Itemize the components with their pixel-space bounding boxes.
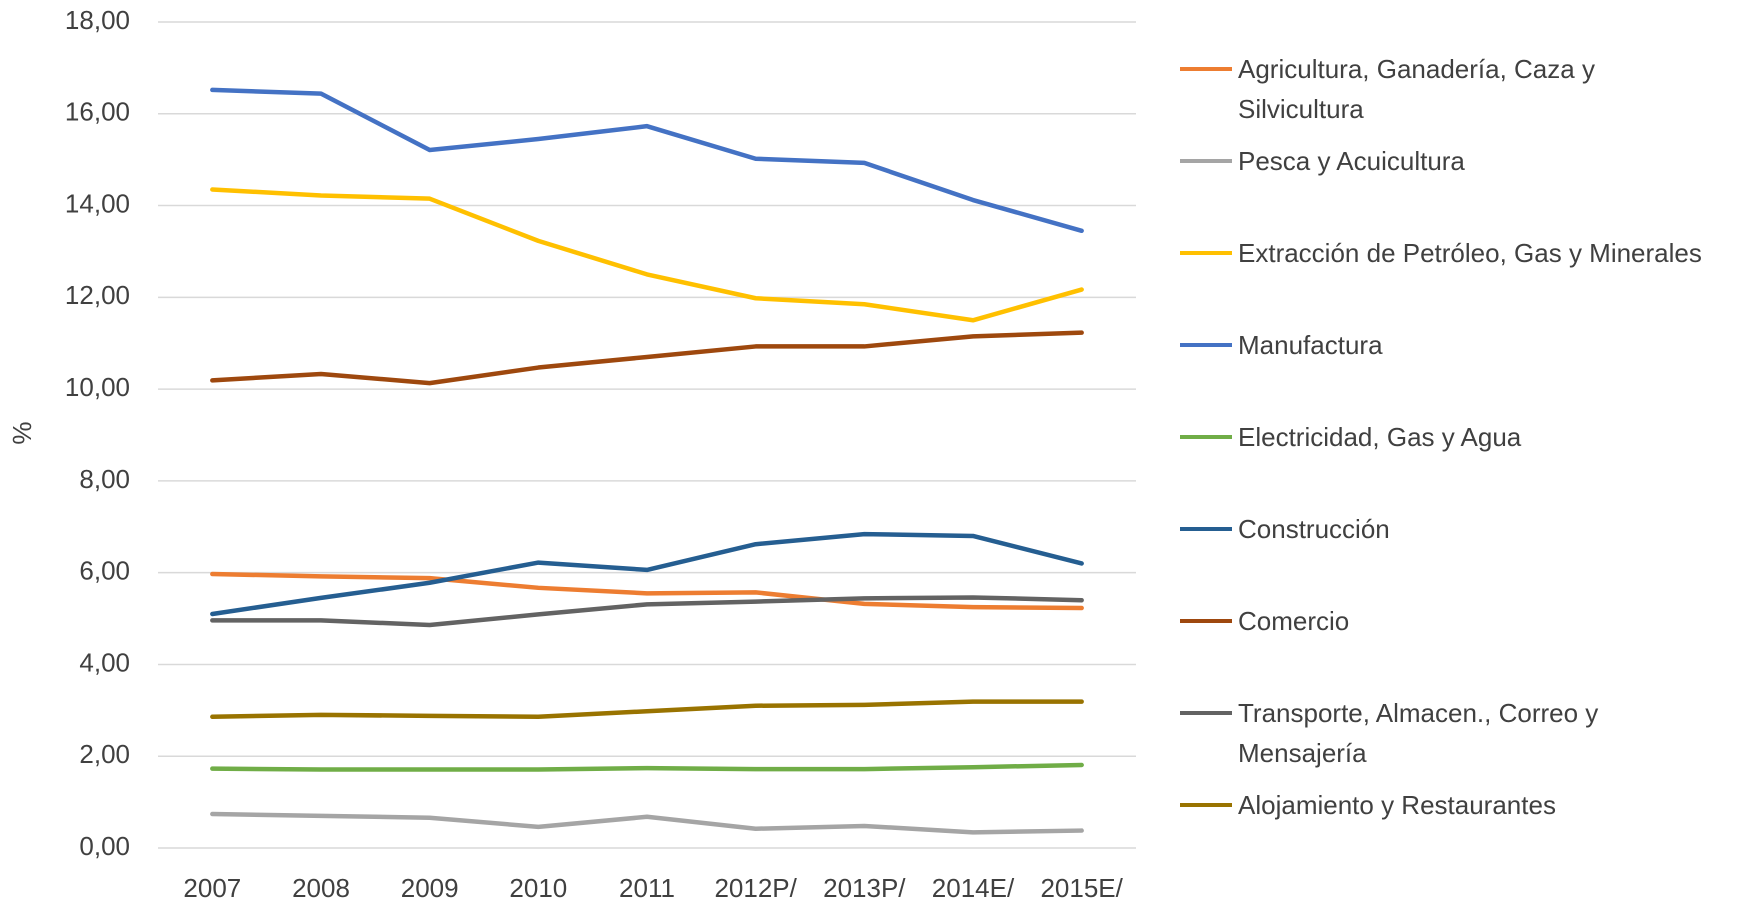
x-tick-label: 2008 — [292, 873, 350, 903]
legend-entry: Alojamiento y Restaurantes — [1180, 785, 1556, 825]
legend-entry: Transporte, Almacen., Correo y Mensajerí… — [1180, 693, 1598, 773]
series-line — [210, 762, 1084, 772]
legend-label: Alojamiento y Restaurantes — [1238, 790, 1556, 820]
legend-swatch — [1180, 435, 1232, 439]
y-axis-label: % — [7, 421, 37, 444]
y-tick-label: 16,00 — [65, 97, 130, 127]
legend-label: Pesca y Acuicultura — [1238, 146, 1465, 176]
series-line — [210, 330, 1084, 386]
legend-entry: Manufactura — [1180, 325, 1383, 365]
legend-swatch — [1180, 67, 1232, 71]
legend-label: Electricidad, Gas y Agua — [1238, 422, 1522, 452]
chart: % 0,00 2,00 4,00 6,00 8,00 10,00 12,00 14,00 16,… — [7, 5, 1136, 903]
series-line — [210, 531, 1084, 617]
series-line — [210, 87, 1084, 234]
series-line — [210, 811, 1084, 835]
y-tick-label: 8,00 — [79, 464, 130, 494]
legend-swatch — [1180, 527, 1232, 531]
legend-entry: Agricultura, Ganadería, Caza y Silvicult… — [1180, 49, 1595, 129]
y-tick-label: 18,00 — [65, 5, 130, 35]
y-tick-label: 12,00 — [65, 280, 130, 310]
legend-swatch — [1180, 251, 1232, 255]
y-tick-label: 14,00 — [65, 188, 130, 218]
legend-entry: Extracción de Petróleo, Gas y Minerales — [1180, 233, 1702, 273]
legend-label: Construcción — [1238, 514, 1390, 544]
x-tick-label: 2015E/ — [1040, 873, 1123, 903]
legend-swatch — [1180, 711, 1232, 715]
x-tick-label: 2007 — [183, 873, 241, 903]
legend-label: Agricultura, Ganadería, Caza y Silvicult… — [1238, 54, 1595, 124]
series-line — [210, 595, 1084, 628]
x-tick-label: 2013P/ — [823, 873, 906, 903]
legend-entry: Comercio — [1180, 601, 1349, 641]
x-tick-label: 2010 — [509, 873, 567, 903]
legend-label: Extracción de Petróleo, Gas y Minerales — [1238, 238, 1702, 268]
legend-swatch — [1180, 619, 1232, 623]
series-line — [210, 571, 1084, 611]
series-line — [210, 699, 1084, 720]
y-tick-label: 2,00 — [79, 739, 130, 769]
legend-label: Transporte, Almacen., Correo y Mensajerí… — [1238, 698, 1599, 768]
y-tick-label: 6,00 — [79, 556, 130, 586]
legend-entry: Pesca y Acuicultura — [1180, 141, 1465, 181]
legend-entry: Construcción — [1180, 509, 1390, 549]
x-tick-label: 2011 — [619, 873, 675, 903]
legend-entry: Electricidad, Gas y Agua — [1180, 417, 1521, 457]
legend-label: Manufactura — [1238, 330, 1383, 360]
series-line — [210, 187, 1084, 323]
x-tick-label: 2012P/ — [714, 873, 797, 903]
legend-label: Comercio — [1238, 606, 1350, 636]
x-tick-label: 2014E/ — [932, 873, 1015, 903]
y-tick-label: 0,00 — [79, 831, 130, 861]
y-tick-label: 10,00 — [65, 372, 130, 402]
legend-swatch — [1180, 803, 1232, 807]
legend-swatch — [1180, 343, 1232, 347]
x-tick-label: 2009 — [401, 873, 459, 903]
y-tick-label: 4,00 — [79, 647, 130, 677]
legend-swatch — [1180, 159, 1232, 163]
